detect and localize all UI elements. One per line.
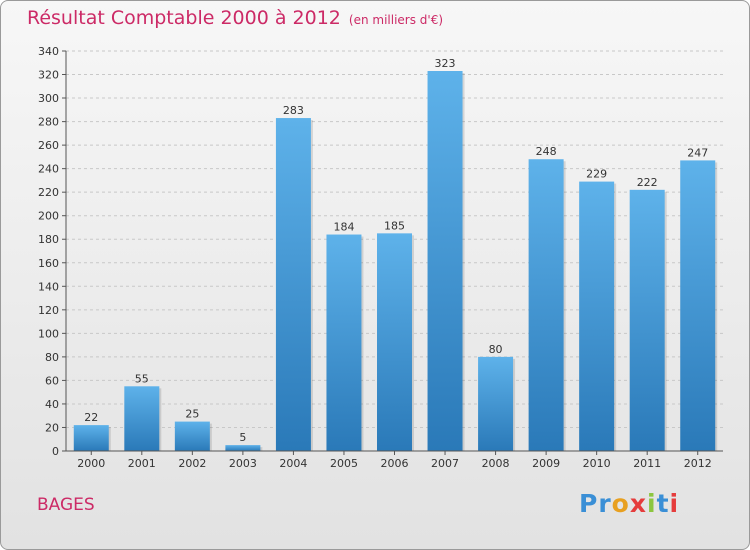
y-tick-label: 220	[38, 186, 59, 199]
title-subtitle: (en milliers d'€)	[348, 13, 444, 27]
x-tick-label: 2010	[583, 457, 611, 470]
value-label: 323	[435, 57, 456, 70]
value-label: 185	[384, 219, 405, 232]
y-tick-label: 120	[38, 304, 59, 317]
bar-2004	[275, 118, 311, 451]
value-label: 25	[185, 408, 199, 421]
value-label: 283	[283, 104, 304, 117]
y-tick-label: 60	[45, 374, 59, 387]
bar-2000	[73, 425, 109, 451]
value-label: 5	[239, 431, 246, 444]
x-tick-label: 2005	[330, 457, 358, 470]
bar-2006	[377, 233, 412, 451]
logo-letter: r	[598, 489, 612, 518]
y-tick-label: 40	[45, 398, 59, 411]
y-tick-label: 180	[38, 233, 59, 246]
bar-2007	[427, 71, 463, 451]
y-tick-label: 340	[38, 45, 59, 58]
bar-2009	[528, 159, 564, 451]
y-tick-label: 300	[38, 92, 59, 105]
bar-2001	[124, 386, 160, 451]
logo-letter: o	[611, 489, 630, 518]
y-tick-label: 160	[38, 257, 59, 270]
proxiti-logo: Proxiti	[579, 489, 679, 518]
bar-2002	[174, 421, 210, 451]
x-tick-label: 2009	[532, 457, 560, 470]
x-tick-label: 2001	[128, 457, 156, 470]
value-label: 248	[536, 145, 557, 158]
bar-2008	[478, 356, 514, 451]
logo-letter: t	[656, 489, 670, 518]
x-tick-label: 2004	[279, 457, 307, 470]
y-tick-label: 20	[45, 421, 59, 434]
y-axis: 0 20 40 60 80 100 120 140 160 180 200 220 240 260 280 3…	[38, 45, 67, 458]
y-tick-label: 140	[38, 280, 59, 293]
y-tick-label: 240	[38, 163, 59, 176]
bar-2005	[326, 234, 362, 451]
bars: 22 55 25 5 283 184 185 323 80 248 229 222 247	[73, 57, 718, 452]
bar-2011	[629, 189, 665, 451]
place-name: BAGES	[37, 495, 95, 515]
y-tick-label: 100	[38, 327, 59, 340]
x-axis: 2000 2001 2002 2003 2004 2005 2006 2007 2008 2009…	[66, 450, 723, 470]
x-tick-label: 2003	[229, 457, 257, 470]
chart-title: Résultat Comptable 2000 à 2012 (en millie…	[27, 7, 443, 29]
logo-letter: i	[669, 489, 680, 518]
logo-letter: P	[579, 489, 599, 518]
x-tick-label: 2011	[633, 457, 661, 470]
value-label: 55	[135, 372, 149, 385]
value-label: 22	[84, 411, 98, 424]
logo-letter: x	[629, 489, 647, 518]
y-tick-label: 280	[38, 116, 59, 129]
bar-2010	[579, 181, 615, 451]
value-label: 184	[333, 221, 354, 234]
x-tick-label: 2012	[684, 457, 712, 470]
y-tick-label: 260	[38, 139, 59, 152]
y-tick-label: 0	[52, 445, 59, 458]
value-label: 229	[586, 168, 607, 181]
logo-letter: i	[647, 489, 657, 518]
title-main: Résultat Comptable 2000 à 2012	[27, 7, 341, 29]
x-tick-label: 2008	[482, 457, 510, 470]
value-label: 247	[687, 146, 708, 159]
x-tick-label: 2007	[431, 457, 459, 470]
y-tick-label: 320	[38, 69, 59, 82]
x-tick-label: 2002	[178, 457, 206, 470]
x-tick-label: 2000	[77, 457, 105, 470]
bar-2003	[225, 445, 261, 451]
y-tick-label: 200	[38, 210, 59, 223]
bar-2012	[680, 160, 716, 452]
value-label: 80	[489, 343, 503, 356]
value-label: 222	[637, 176, 658, 189]
y-tick-label: 80	[45, 351, 59, 364]
x-tick-label: 2006	[381, 457, 409, 470]
